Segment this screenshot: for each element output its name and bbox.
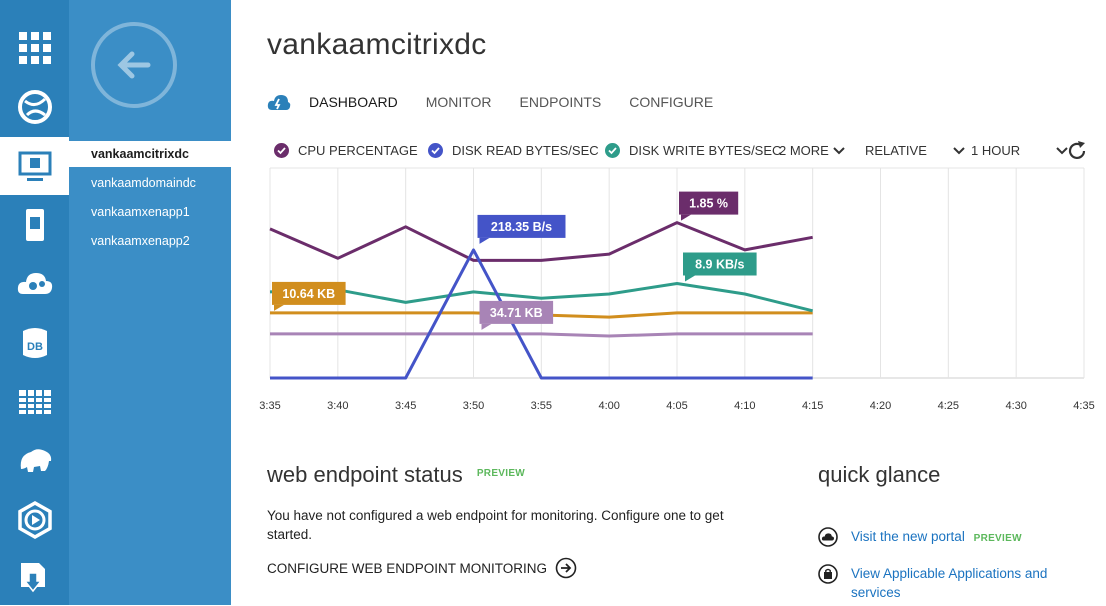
media-services-icon[interactable] (0, 491, 69, 549)
checkmark-icon (605, 143, 620, 158)
x-tick-label: 4:00 (598, 400, 619, 412)
mobile-services-icon[interactable] (0, 196, 69, 254)
web-endpoint-status-heading: web endpoint status PREVIEW (267, 462, 525, 488)
tab-monitor[interactable]: MONITOR (425, 94, 492, 110)
tab-bar: DASHBOARD MONITOR ENDPOINTS CONFIGURE (267, 90, 741, 114)
more-metrics-label: 2 MORE (779, 143, 829, 158)
time-range-label: 1 HOUR (971, 143, 1021, 158)
bag-circle-icon (818, 564, 838, 584)
view-applicable-applications-label: View Applicable Applications and service… (851, 566, 1048, 600)
cloud-services-icon[interactable] (0, 255, 69, 313)
value-callout (683, 252, 757, 276)
arrow-left-icon (117, 51, 151, 79)
time-range-dropdown[interactable]: 1 HOUR (971, 143, 1068, 158)
x-tick-label: 4:15 (802, 400, 823, 412)
value-callout-label: 8.9 KB/s (695, 258, 744, 272)
endpoint-status-message: You have not configured a web endpoint f… (267, 508, 724, 542)
arrow-right-circle-icon (555, 557, 577, 579)
value-callout-pointer (681, 214, 691, 221)
storage-table-icon[interactable] (0, 373, 69, 431)
all-items-grid-icon[interactable] (0, 19, 69, 77)
metric-label: CPU PERCENTAGE (298, 143, 418, 158)
back-button[interactable] (91, 22, 177, 108)
value-callout-pointer (274, 304, 284, 311)
virtual-machines-icon[interactable] (0, 137, 69, 195)
series-line (269, 282, 814, 313)
metric-cpu-percentage[interactable]: CPU PERCENTAGE (274, 143, 418, 158)
chevron-down-icon (833, 146, 845, 154)
value-callout-pointer (481, 323, 492, 330)
chevron-down-icon (953, 146, 965, 154)
more-metrics-dropdown[interactable]: 2 MORE (779, 143, 845, 158)
tab-dashboard[interactable]: DASHBOARD (309, 94, 398, 110)
metric-disk-read[interactable]: DISK READ BYTES/SEC (428, 143, 599, 158)
x-tick-label: 3:55 (531, 400, 552, 412)
websites-globe-icon[interactable] (0, 78, 69, 136)
vm-list-item-vankaamxenapp1[interactable]: vankaamxenapp1 (91, 205, 190, 219)
hdinsight-elephant-icon[interactable] (0, 432, 69, 490)
x-tick-label: 4:30 (1005, 400, 1026, 412)
x-tick-label: 4:05 (666, 400, 687, 412)
cloud-circle-icon (818, 527, 838, 547)
value-callout (679, 191, 739, 215)
x-tick-label: 4:10 (734, 400, 755, 412)
view-applicable-applications-link[interactable]: View Applicable Applications and service… (818, 564, 1078, 602)
x-tick-label: 3:40 (327, 400, 348, 412)
vm-list-item-vankaamdomaindc[interactable]: vankaamdomaindc (91, 176, 196, 190)
x-tick-label: 4:25 (938, 400, 959, 412)
page-title: vankaamcitrixdc (267, 28, 487, 61)
service-nav-rail: DB (0, 0, 69, 605)
value-callout-label: 218.35 B/s (491, 220, 552, 234)
tab-configure[interactable]: CONFIGURE (629, 94, 714, 110)
web-endpoint-status-title: web endpoint status (267, 462, 463, 487)
import-export-icon[interactable] (0, 548, 69, 606)
value-callout (272, 281, 346, 305)
scale-dropdown[interactable]: RELATIVE (865, 143, 965, 158)
metric-label: DISK WRITE BYTES/SEC (629, 143, 782, 158)
series-line (269, 221, 813, 262)
visit-new-portal-link[interactable]: Visit the new portal PREVIEW (818, 527, 1022, 548)
vm-list-item-vankaamxenapp2[interactable]: vankaamxenapp2 (91, 234, 190, 248)
value-callout-pointer (685, 275, 695, 282)
metric-label: DISK READ BYTES/SEC (452, 143, 599, 158)
value-callout-pointer (479, 237, 490, 244)
series-line (270, 332, 813, 338)
checkmark-icon (428, 143, 443, 158)
metric-selector-bar: CPU PERCENTAGE DISK READ BYTES/SEC DISK … (274, 140, 1094, 163)
x-tick-label: 3:50 (463, 400, 484, 412)
metric-disk-write[interactable]: DISK WRITE BYTES/SEC (605, 143, 781, 158)
refresh-icon[interactable] (1066, 140, 1088, 162)
sql-databases-icon[interactable]: DB (0, 314, 69, 372)
value-callout-label: 10.64 KB (282, 287, 335, 301)
configure-endpoint-label: CONFIGURE WEB ENDPOINT MONITORING (267, 560, 548, 576)
configure-endpoint-monitoring-link[interactable]: CONFIGURE WEB ENDPOINT MONITORING (267, 557, 577, 579)
svg-text:DB: DB (27, 341, 43, 353)
vm-list-item-vankaamcitrixdc[interactable]: vankaamcitrixdc (69, 141, 231, 167)
quickstart-cloud-icon[interactable] (267, 93, 291, 111)
x-tick-label: 3:45 (395, 400, 416, 412)
chevron-down-icon (1056, 146, 1068, 154)
x-tick-label: 3:35 (259, 400, 280, 412)
series-line (270, 248, 813, 380)
value-callout-label: 1.85 % (689, 197, 728, 211)
preview-badge: PREVIEW (973, 533, 1022, 544)
scale-label: RELATIVE (865, 143, 927, 158)
value-callout (479, 300, 554, 324)
preview-badge: PREVIEW (476, 468, 526, 479)
x-tick-label: 4:35 (1073, 400, 1094, 412)
value-callout-label: 34.71 KB (490, 306, 543, 320)
vm-list-panel: vankaamcitrixdc vankaamdomaindc vankaamx… (69, 0, 231, 605)
tab-endpoints[interactable]: ENDPOINTS (519, 94, 602, 110)
visit-new-portal-label: Visit the new portal (851, 529, 965, 544)
x-tick-label: 4:20 (870, 400, 891, 412)
checkmark-icon (274, 143, 289, 158)
value-callout (477, 214, 566, 238)
quick-glance-title: quick glance (818, 462, 941, 487)
